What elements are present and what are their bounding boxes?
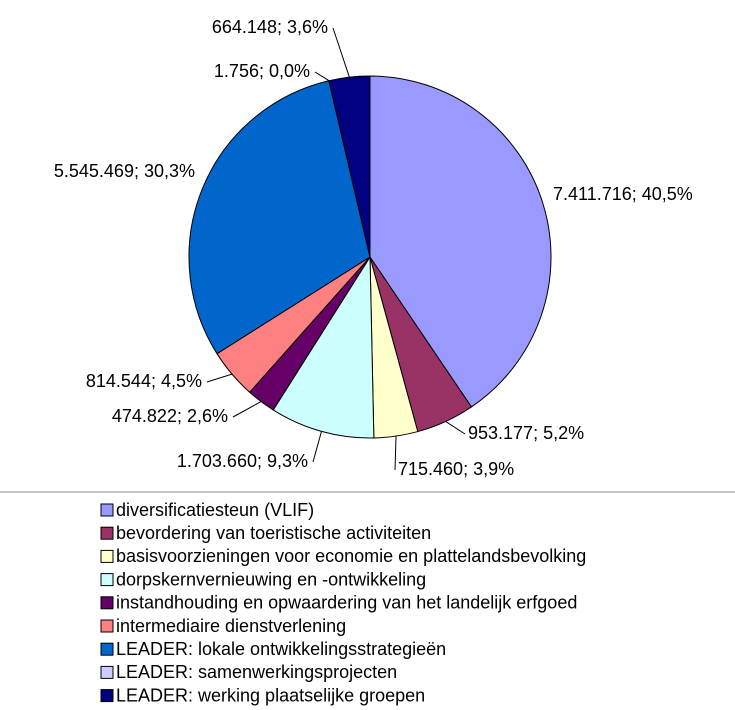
legend-swatch xyxy=(100,689,114,703)
leader-line xyxy=(312,431,322,463)
data-label: 1.703.660; 9,3% xyxy=(177,451,308,471)
data-label: 5.545.469; 30,3% xyxy=(54,161,195,181)
legend-swatch xyxy=(100,503,114,517)
data-label: 715.460; 3,9% xyxy=(398,459,514,479)
legend-label: dorpskernvernieuwing en -ontwikkeling xyxy=(116,569,426,589)
data-label: 664.148; 3,6% xyxy=(212,17,328,37)
pie-slice xyxy=(272,255,375,439)
legend-swatch xyxy=(100,573,114,587)
leader-line xyxy=(394,436,397,471)
leader-line xyxy=(206,373,233,383)
legend-swatch xyxy=(100,526,114,540)
legend-label: intermediaire dienstverlening xyxy=(116,616,346,636)
legend-label: instandhouding en opwaardering van het l… xyxy=(116,593,577,613)
legend-label: LEADER: lokale ontwikkelingsstrategieën xyxy=(116,639,446,659)
legend-swatch xyxy=(100,642,114,656)
data-label: 474.822; 2,6% xyxy=(112,406,228,426)
data-label: 7.411.716; 40,5% xyxy=(553,184,693,204)
pie-slice xyxy=(328,75,371,258)
legend-swatch xyxy=(100,619,114,633)
legend-swatch xyxy=(100,596,114,610)
legend-swatch xyxy=(100,665,114,679)
legend-label: LEADER: samenwerkingsprojecten xyxy=(116,662,397,682)
leader-line xyxy=(314,71,330,82)
legend-label: basisvoorzieningen voor economie en plat… xyxy=(116,546,586,566)
legend-label: bevordering van toeristische activiteite… xyxy=(116,523,431,543)
pie-slice xyxy=(369,75,552,408)
data-label: 1.756; 0,0% xyxy=(214,61,310,81)
leader-line xyxy=(232,401,262,418)
legend-label: diversificatiesteun (VLIF) xyxy=(116,500,314,520)
leader-line xyxy=(332,27,350,78)
legend-label: LEADER: werking plaatselijke groepen xyxy=(116,685,425,705)
data-label: 953.177; 5,2% xyxy=(468,423,584,443)
data-label: 814.544; 4,5% xyxy=(86,371,202,391)
pie-slice xyxy=(188,80,371,355)
leader-line xyxy=(445,421,466,435)
legend-swatch xyxy=(100,549,114,563)
